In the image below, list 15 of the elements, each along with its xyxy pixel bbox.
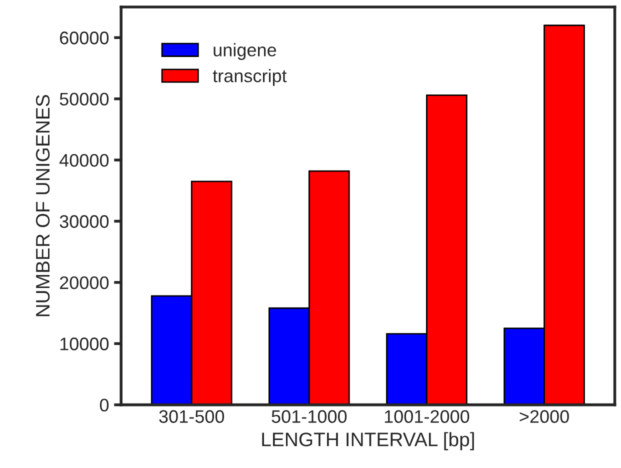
x-tick-label: 301-500 (159, 410, 224, 423)
y-tick-label: 10000 (60, 338, 109, 350)
y-tick-label: 60000 (60, 32, 109, 44)
y-tick-label: 50000 (60, 92, 109, 106)
x-axis-title: LENGTH INTERVAL [bp] (262, 432, 474, 450)
y-tick-label: 40000 (60, 154, 109, 167)
y-tick-label: 0 (100, 398, 109, 412)
y-tick-label: 20000 (60, 276, 109, 290)
legend-label: unigene (214, 43, 276, 60)
x-tick-label: 501-1000 (272, 410, 347, 423)
x-tick-label: 1001-2000 (384, 410, 470, 423)
y-tick-label: 30000 (60, 215, 109, 228)
y-axis-title: NUMBER OF UNIGENES (36, 95, 50, 316)
x-tick-label: >2000 (520, 410, 569, 423)
legend-label: transcript (212, 69, 287, 86)
